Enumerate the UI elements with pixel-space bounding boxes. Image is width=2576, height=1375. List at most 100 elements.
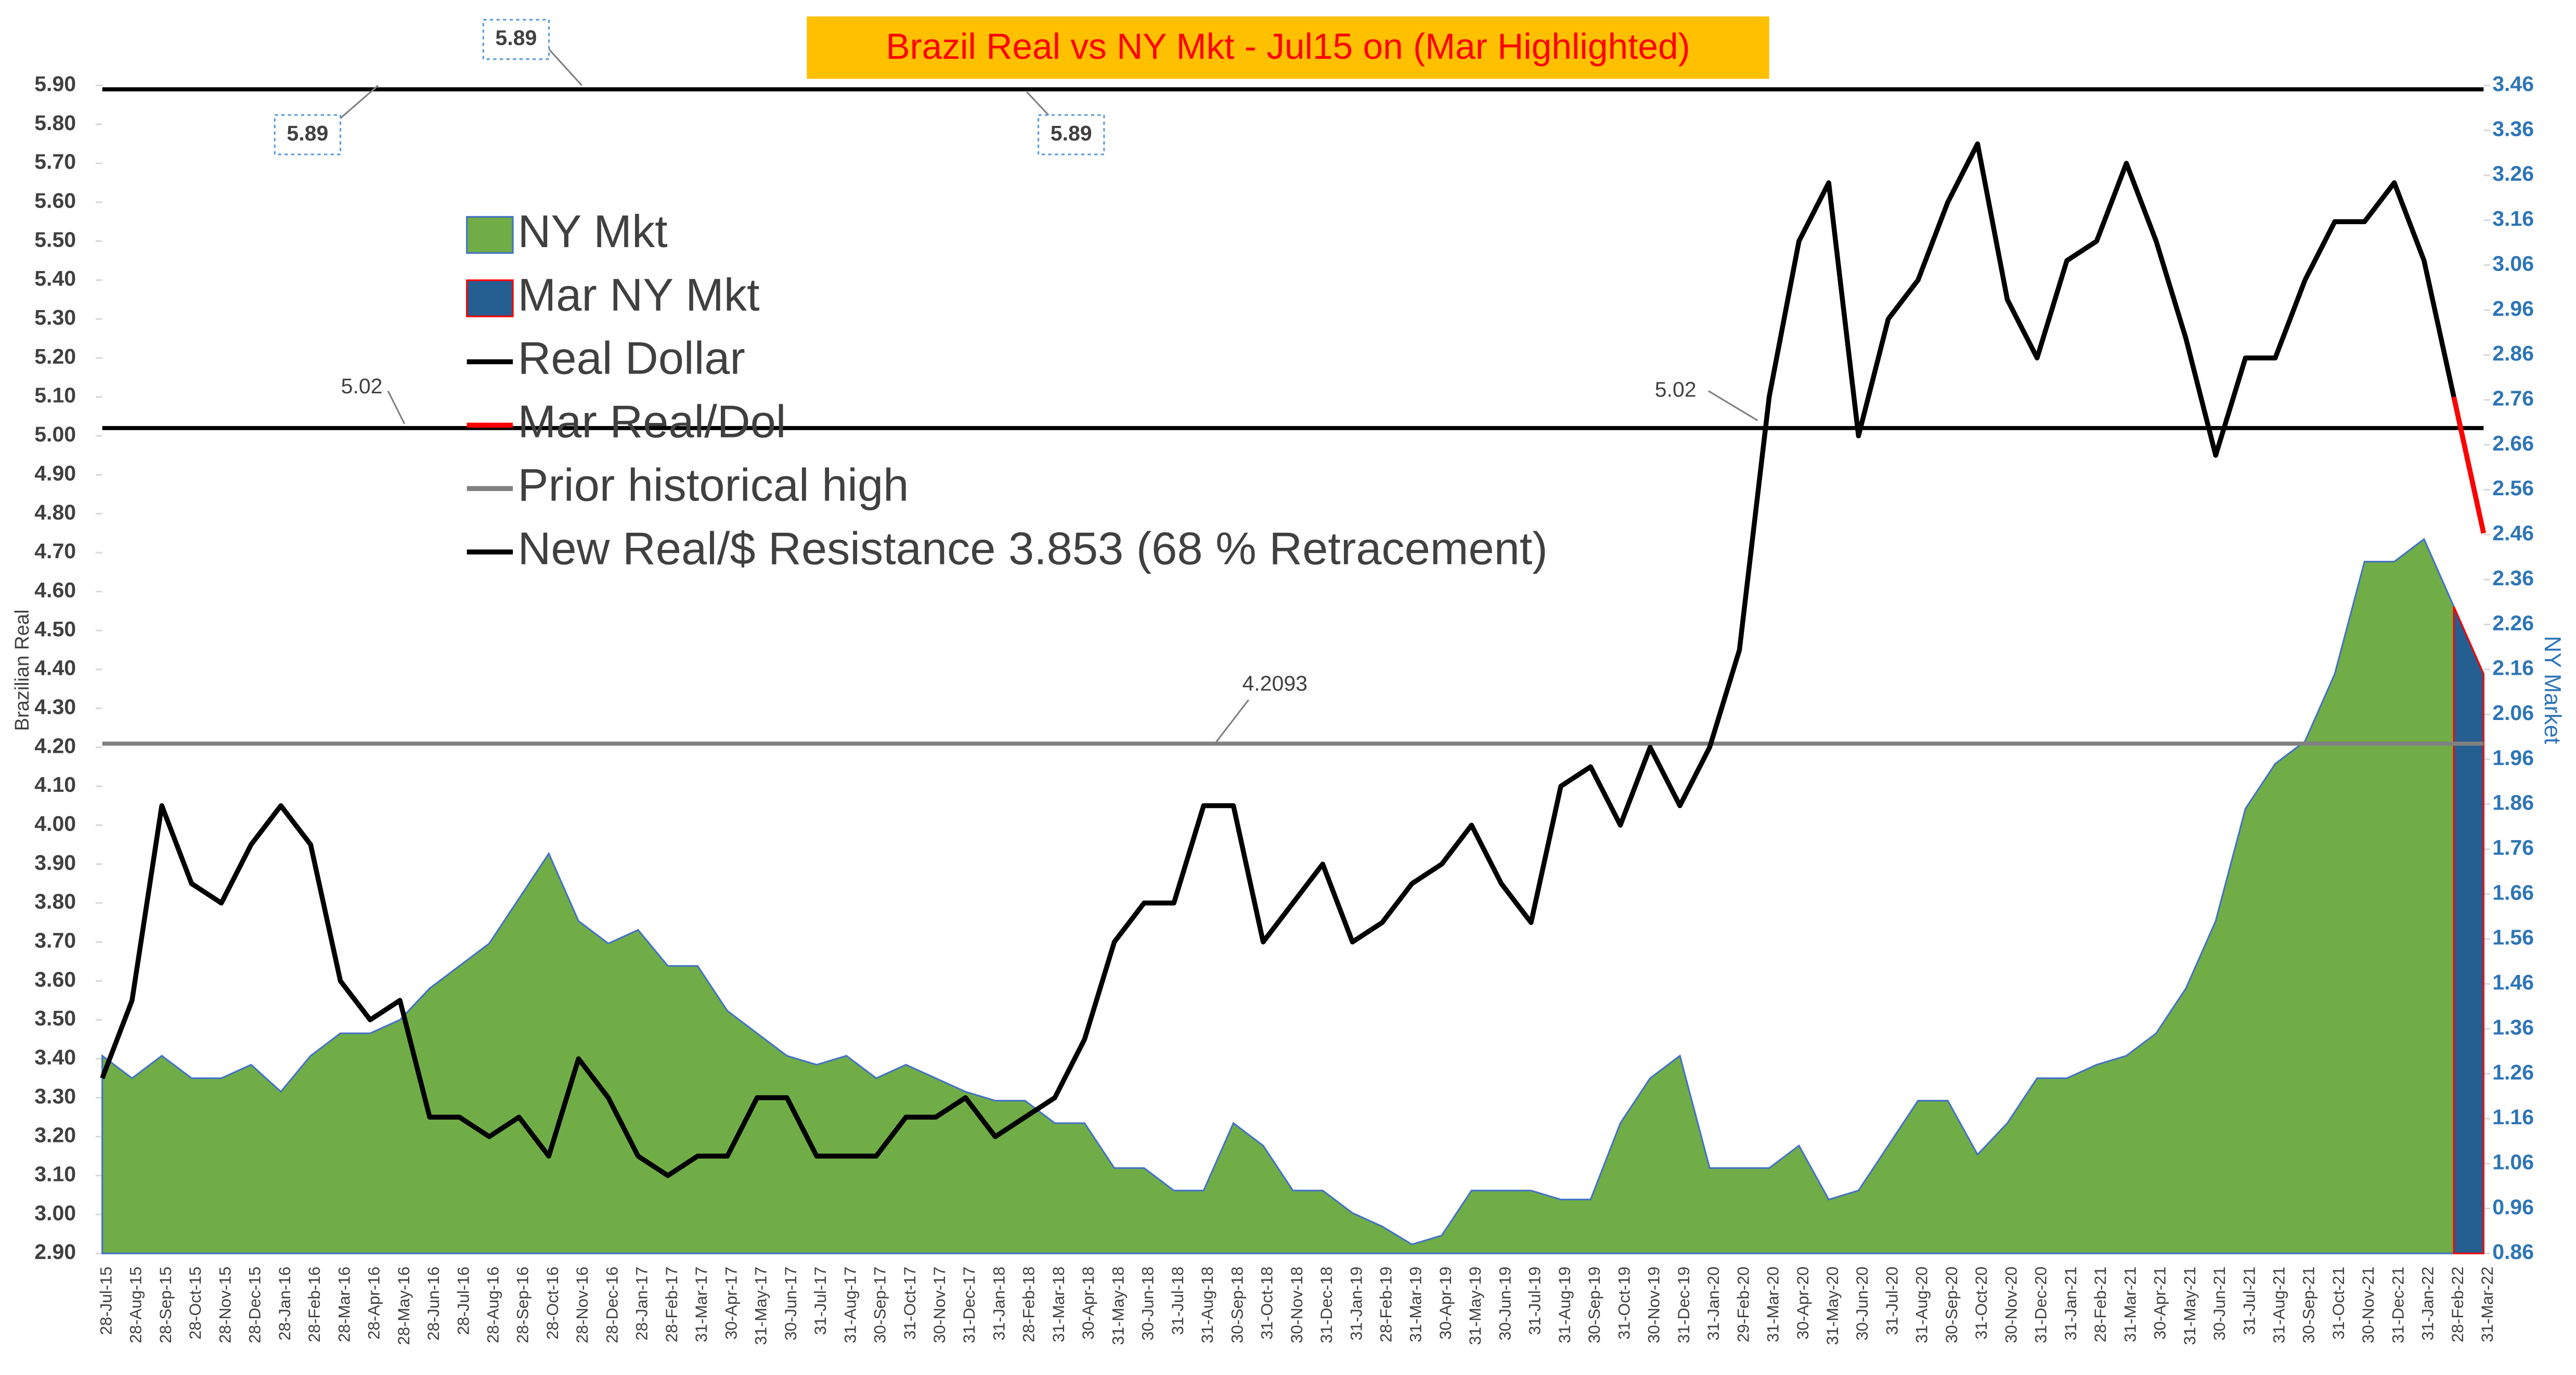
x-tick-label: 28-Dec-15 <box>245 1267 264 1343</box>
y2-tick-label: 2.56 <box>2492 476 2534 500</box>
x-tick-label: 30-Nov-19 <box>1645 1267 1663 1343</box>
x-tick-label: 31-Jan-19 <box>1347 1267 1365 1341</box>
x-tick-label: 30-Apr-21 <box>2151 1267 2169 1340</box>
x-tick-label: 28-Nov-15 <box>215 1267 234 1343</box>
x-tick-label: 31-Jul-17 <box>811 1267 830 1335</box>
annotation-box <box>482 19 550 60</box>
x-tick-label: 30-Nov-17 <box>930 1267 949 1343</box>
line <box>100 141 2486 1178</box>
x-tick-label: 30-Nov-20 <box>2001 1267 2020 1343</box>
y-tick-label: 3.80 <box>34 890 76 914</box>
y-tick-label: 3.70 <box>34 928 76 952</box>
y-tick-label: 3.40 <box>34 1045 76 1069</box>
line <box>2451 396 2486 534</box>
y-tick-label: 4.10 <box>34 773 76 796</box>
x-tick-label: 31-Mar-19 <box>1406 1267 1425 1343</box>
legend-swatch <box>466 216 514 254</box>
x-tick-label: 30-Sep-19 <box>1585 1267 1603 1343</box>
y2-tick-label: 2.46 <box>2492 521 2534 545</box>
y-tick-label: 3.20 <box>34 1123 76 1147</box>
x-tick-label: 31-Jan-20 <box>1704 1267 1723 1341</box>
x-tick-label: 31-Mar-17 <box>692 1267 710 1343</box>
annotation: 5.89 <box>495 26 537 50</box>
y2-tick-label: 1.46 <box>2492 970 2534 994</box>
legend-label: Mar NY Mkt <box>518 269 760 320</box>
area <box>101 537 2484 1254</box>
x-tick-label: 31-Oct-17 <box>900 1267 919 1340</box>
x-tick-label: 31-Dec-20 <box>2031 1267 2050 1343</box>
x-tick-label: 31-Jan-18 <box>989 1267 1008 1341</box>
y-tick-label: 3.00 <box>34 1201 76 1225</box>
annotation-leader <box>548 48 582 86</box>
y2-tick-label: 3.06 <box>2492 251 2534 275</box>
y2-tick-label: 1.36 <box>2492 1015 2534 1039</box>
y-tick-label: 5.30 <box>34 305 76 329</box>
x-tick-label: 30-Sep-18 <box>1227 1267 1246 1343</box>
x-tick-label: 28-Aug-15 <box>126 1267 145 1343</box>
x-tick-label: 30-Nov-21 <box>2359 1267 2377 1343</box>
y2-tick-label: 1.86 <box>2492 791 2534 815</box>
y-tick-label: 5.00 <box>34 422 76 446</box>
x-tick-label: 28-Jul-15 <box>96 1267 115 1335</box>
x-tick-label: 31-May-21 <box>2180 1267 2199 1345</box>
annotation-leader <box>387 390 406 425</box>
legend-label: NY Mkt <box>518 205 668 257</box>
x-tick-label: 30-Sep-21 <box>2299 1267 2318 1343</box>
title-background <box>807 16 1769 79</box>
x-tick-label: 28-Feb-16 <box>305 1267 323 1343</box>
x-tick-label: 28-Sep-16 <box>513 1267 532 1343</box>
x-tick-label: 28-Jun-16 <box>424 1267 443 1341</box>
y-tick-label: 5.40 <box>34 266 76 290</box>
x-tick-label: 30-Jun-18 <box>1138 1267 1157 1341</box>
annotation: 5.02 <box>1655 377 1697 401</box>
x-tick-label: 31-Jul-19 <box>1525 1267 1544 1335</box>
annotation-leader <box>1708 390 1758 421</box>
x-tick-label: 31-Oct-21 <box>2329 1267 2348 1340</box>
x-tick-label: 30-Apr-18 <box>1079 1267 1097 1340</box>
y2-tick-label: 2.66 <box>2492 431 2534 455</box>
annotation-box <box>274 114 342 156</box>
x-tick-label: 31-Mar-20 <box>1764 1267 1782 1343</box>
x-tick-label: 31-Dec-18 <box>1317 1267 1336 1343</box>
x-tick-label: 31-Jan-21 <box>2061 1267 2080 1341</box>
annotation-leader <box>1215 699 1249 743</box>
y-tick-label: 4.20 <box>34 734 76 757</box>
y-tick-label: 4.70 <box>34 539 76 563</box>
legend-label: Mar Real/Dol <box>518 396 786 447</box>
y2-tick-label: 2.26 <box>2492 611 2534 635</box>
x-tick-label: 31-Oct-19 <box>1614 1267 1633 1340</box>
x-tick-label: 28-Oct-15 <box>186 1267 204 1340</box>
y-tick-label: 5.50 <box>34 227 76 251</box>
chart-title: Brazil Real vs NY Mkt - Jul15 on (Mar Hi… <box>886 26 1690 67</box>
x-tick-label: 31-Mar-18 <box>1049 1267 1068 1343</box>
x-tick-label: 31-Dec-19 <box>1674 1267 1693 1343</box>
annotation: 5.89 <box>1051 121 1092 145</box>
y2-tick-label: 1.96 <box>2492 746 2534 769</box>
y-tick-label: 5.10 <box>34 383 76 407</box>
x-tick-label: 30-Apr-17 <box>721 1267 740 1340</box>
y-tick-label: 4.50 <box>34 617 76 641</box>
y2-tick-label: 1.26 <box>2492 1060 2534 1084</box>
x-tick-label: 28-Apr-16 <box>365 1267 383 1340</box>
x-tick-label: 28-Jul-16 <box>454 1267 472 1335</box>
y-tick-label: 5.80 <box>34 111 76 135</box>
y-axis-label: Brazilian Real <box>11 610 33 731</box>
x-tick-label: 31-May-18 <box>1108 1267 1127 1345</box>
y2-tick-label: 2.96 <box>2492 297 2534 320</box>
y-tick-label: 3.90 <box>34 851 76 875</box>
y2-tick-label: 2.86 <box>2492 341 2534 365</box>
annotation: 5.02 <box>341 374 383 398</box>
y-tick-label: 5.90 <box>34 72 76 96</box>
x-tick-label: 28-Nov-16 <box>573 1267 591 1343</box>
x-tick-label: 31-Oct-20 <box>1972 1267 1990 1340</box>
legend-label: New Real/$ Resistance 3.853 (68 % Retrac… <box>518 522 1548 574</box>
y-tick-label: 3.10 <box>34 1162 76 1186</box>
x-tick-label: 31-Dec-21 <box>2388 1267 2407 1343</box>
x-tick-label: 28-Sep-15 <box>156 1267 175 1343</box>
legend-label: Prior historical high <box>518 459 909 510</box>
x-tick-label: 28-Feb-19 <box>1376 1267 1395 1343</box>
x-tick-label: 30-Jun-19 <box>1495 1267 1514 1341</box>
annotation: 4.2093 <box>1242 672 1308 696</box>
y-tick-label: 2.90 <box>34 1240 76 1264</box>
